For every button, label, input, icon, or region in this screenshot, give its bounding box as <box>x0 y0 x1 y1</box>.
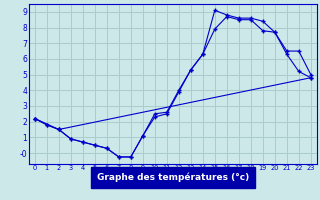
X-axis label: Graphe des températures (°c): Graphe des températures (°c) <box>97 173 249 182</box>
